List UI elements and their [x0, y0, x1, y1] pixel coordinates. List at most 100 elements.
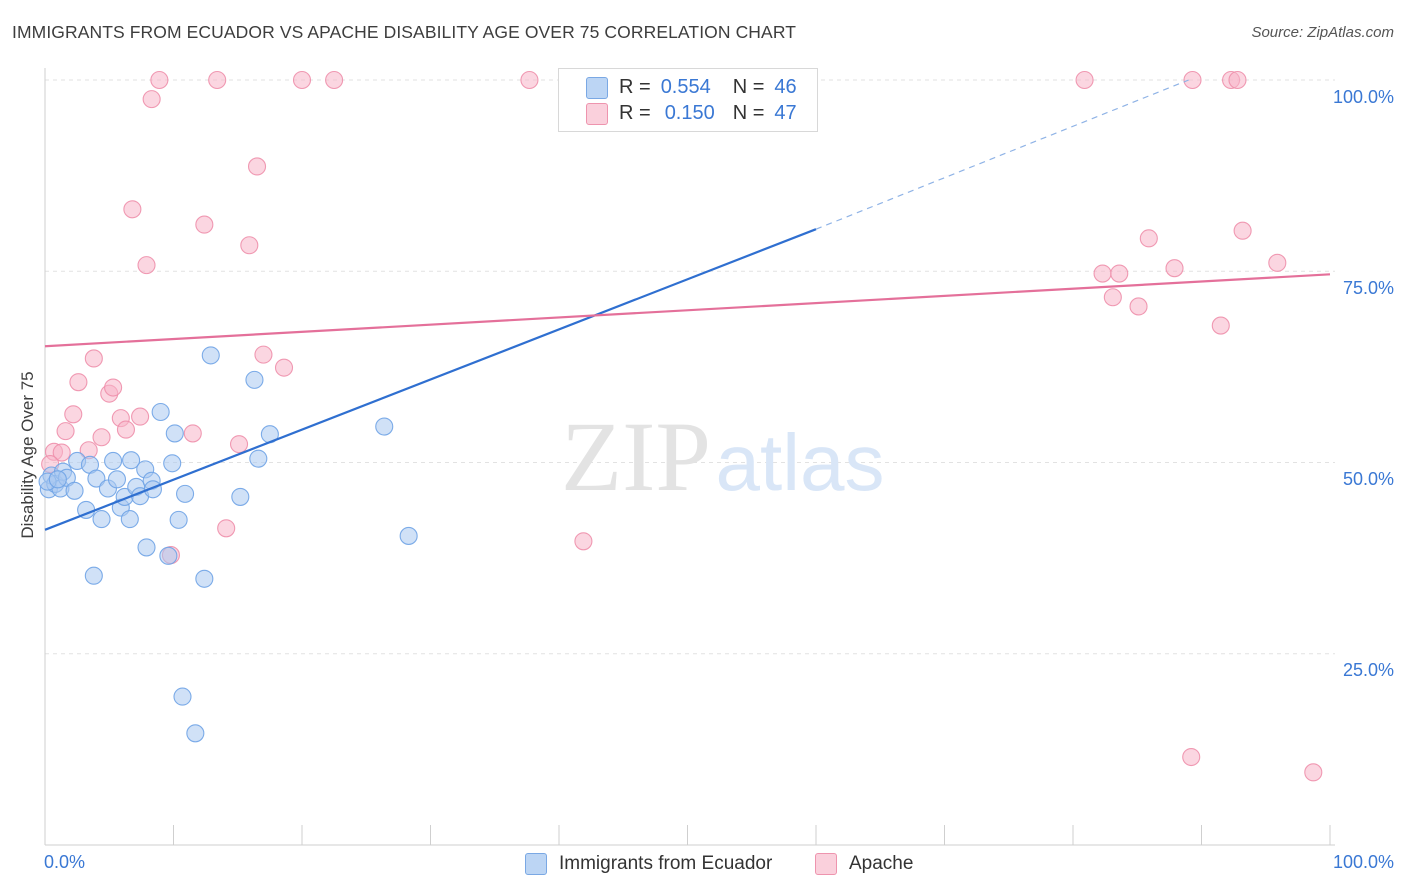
point-ecuador — [122, 451, 141, 470]
point-apache — [1183, 70, 1202, 90]
watermark-zip: ZIP — [561, 401, 711, 512]
point-apache — [1211, 316, 1230, 335]
bottom-legend-swatch-apache — [815, 853, 837, 875]
point-apache — [1165, 259, 1184, 278]
point-ecuador — [65, 481, 84, 500]
point-apache — [574, 532, 593, 551]
point-ecuador — [48, 470, 67, 489]
x-tick-label-max: 100.0% — [1332, 852, 1394, 872]
legend-n-value: 47 — [774, 101, 797, 124]
point-ecuador — [84, 566, 103, 585]
watermark-atlas: atlas — [716, 418, 885, 507]
data-points — [38, 70, 1323, 782]
point-apache — [217, 519, 236, 538]
point-apache — [208, 70, 227, 90]
trendline-apache — [44, 273, 1331, 348]
point-apache — [142, 90, 161, 109]
point-apache — [1110, 264, 1129, 283]
point-apache — [116, 420, 136, 439]
point-apache — [1093, 264, 1112, 283]
grid-lines — [45, 79, 1335, 655]
point-ecuador — [151, 402, 170, 422]
bottom-legend-swatch-ecuador — [525, 853, 547, 875]
point-ecuador — [137, 538, 156, 557]
trendline-ecuador — [44, 228, 817, 531]
point-ecuador — [245, 370, 264, 389]
point-apache — [131, 407, 150, 426]
trendline-ecuador-extension — [815, 79, 1189, 230]
point-apache — [195, 215, 214, 234]
source-label: Source: ZipAtlas.com — [1251, 24, 1394, 41]
point-apache — [1268, 253, 1287, 272]
point-ecuador — [120, 510, 139, 529]
point-apache — [92, 428, 111, 447]
point-ecuador — [201, 346, 220, 365]
point-ecuador — [104, 451, 123, 471]
point-ecuador — [173, 687, 192, 706]
point-ecuador — [375, 417, 394, 436]
axes — [44, 68, 1335, 846]
point-apache — [1304, 763, 1323, 782]
legend-row-apache: R = 0.150 N = 47 — [586, 100, 797, 126]
legend-row-ecuador: R = 0.554 N = 46 — [586, 74, 797, 100]
y-tick-label-75: 75.0% — [1342, 278, 1394, 298]
stats-legend: R = 0.554 N = 46 R = 0.150 N = 47 — [558, 68, 818, 132]
legend-n-label: N = — [732, 75, 765, 98]
y-tick-label-25: 25.0% — [1342, 660, 1394, 680]
legend-swatch-ecuador — [586, 77, 608, 99]
point-apache — [1228, 70, 1247, 90]
point-apache — [274, 358, 294, 377]
point-ecuador — [169, 510, 188, 529]
point-apache — [183, 424, 202, 443]
point-apache — [104, 378, 123, 397]
point-ecuador — [231, 487, 250, 506]
legend-r-label: R = — [619, 101, 651, 124]
point-apache — [1233, 221, 1252, 240]
point-apache — [150, 70, 169, 90]
trendlines — [44, 79, 1331, 531]
point-apache — [1129, 297, 1148, 316]
point-apache — [240, 236, 259, 255]
point-apache — [1103, 288, 1122, 307]
point-ecuador — [176, 484, 195, 503]
point-apache — [1075, 70, 1094, 90]
bottom-legend-ecuador: Immigrants from Ecuador — [525, 851, 772, 877]
x-tick-label-min: 0.0% — [44, 852, 86, 872]
point-ecuador — [87, 469, 106, 488]
point-apache — [247, 157, 267, 176]
point-ecuador — [195, 569, 214, 588]
point-apache — [69, 373, 88, 392]
point-apache — [1139, 229, 1158, 248]
point-ecuador — [165, 424, 184, 443]
bottom-legend-label-ecuador: Immigrants from Ecuador — [559, 853, 773, 874]
point-apache — [52, 443, 71, 462]
point-apache — [56, 422, 75, 441]
legend-n-value: 46 — [774, 75, 797, 98]
y-tick-label-50: 50.0% — [1342, 469, 1394, 489]
point-ecuador — [92, 510, 111, 529]
bottom-legend-label-apache: Apache — [849, 853, 914, 874]
point-ecuador — [163, 454, 182, 473]
point-apache — [292, 70, 312, 90]
legend-swatch-apache — [586, 103, 608, 125]
legend-n-label: N = — [732, 101, 765, 124]
legend-r-value: 0.554 — [660, 75, 711, 98]
point-apache — [137, 256, 156, 275]
legend-r-label: R = — [619, 75, 651, 98]
point-apache — [64, 405, 83, 424]
point-ecuador — [249, 449, 268, 468]
point-ecuador — [107, 470, 127, 489]
point-ecuador — [186, 724, 205, 743]
legend-r-value: 0.150 — [664, 101, 715, 124]
bottom-legend-apache: Apache — [815, 851, 913, 877]
point-apache — [325, 70, 344, 90]
point-apache — [254, 345, 273, 364]
point-apache — [1182, 747, 1201, 767]
point-apache — [229, 435, 249, 454]
point-apache — [520, 70, 539, 90]
point-ecuador — [399, 526, 418, 545]
y-tick-label-100: 100.0% — [1332, 87, 1394, 107]
watermark: ZIP atlas — [561, 401, 884, 512]
point-ecuador — [159, 546, 178, 565]
